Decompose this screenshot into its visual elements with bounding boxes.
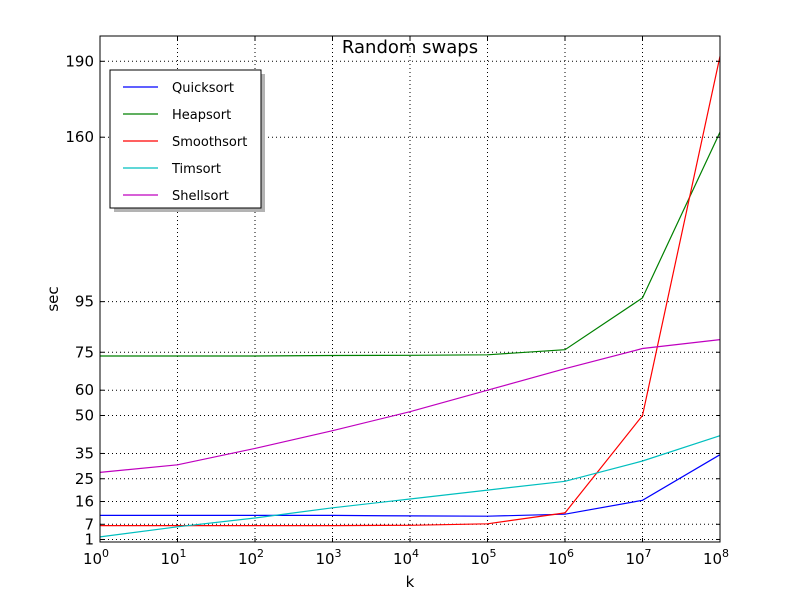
x-tick-labels: 100 101 102 103 104 105 106 107 108	[83, 547, 729, 568]
y-tick-label: 1	[84, 530, 94, 548]
series-line-quicksort	[100, 454, 721, 517]
y-tick-label: 190	[65, 52, 94, 70]
axis-ticks	[99, 36, 721, 542]
series-lines	[99, 56, 721, 538]
series-line-heapsort	[100, 131, 721, 357]
x-tick-label: 107	[625, 547, 651, 568]
legend-label-heapsort: Heapsort	[172, 108, 231, 123]
x-tick-label: 108	[703, 547, 729, 568]
y-tick-label: 16	[75, 493, 94, 511]
x-axis-label: k	[406, 573, 415, 591]
x-tick-label: 105	[470, 547, 496, 568]
x-tick-label: 102	[238, 547, 264, 568]
y-tick-label: 60	[75, 381, 94, 399]
series-line-smoothsort	[100, 56, 721, 527]
x-tick-label: 101	[160, 547, 186, 568]
legend-label-timsort: Timsort	[171, 162, 221, 177]
y-tick-labels: 17 16 25 35 50 60 75 95 160 190	[65, 52, 94, 548]
y-tick-label: 50	[75, 407, 94, 425]
legend-label-smoothsort: Smoothsort	[172, 135, 247, 150]
legend-label-shellsort: Shellsort	[172, 189, 229, 204]
legend: Quicksort Heapsort Smoothsort Timsort Shells…	[109, 69, 265, 212]
y-tick-label: 25	[75, 470, 94, 488]
y-tick-label: 160	[65, 128, 94, 146]
chart-title: Random swaps	[342, 37, 478, 58]
x-tick-label: 100	[83, 547, 109, 568]
y-axis-label: sec	[44, 286, 62, 311]
y-tick-label: 7	[84, 515, 94, 533]
series-line-shellsort	[99, 339, 721, 473]
x-tick-label: 104	[393, 547, 419, 568]
legend-box	[109, 69, 262, 209]
x-tick-label: 103	[315, 547, 341, 568]
series-line-timsort	[99, 435, 721, 538]
y-tick-label: 95	[75, 293, 94, 311]
x-tick-label: 106	[548, 547, 574, 568]
y-tick-label: 75	[75, 343, 94, 361]
legend-label-quicksort: Quicksort	[172, 81, 234, 96]
y-tick-label: 35	[75, 444, 94, 462]
